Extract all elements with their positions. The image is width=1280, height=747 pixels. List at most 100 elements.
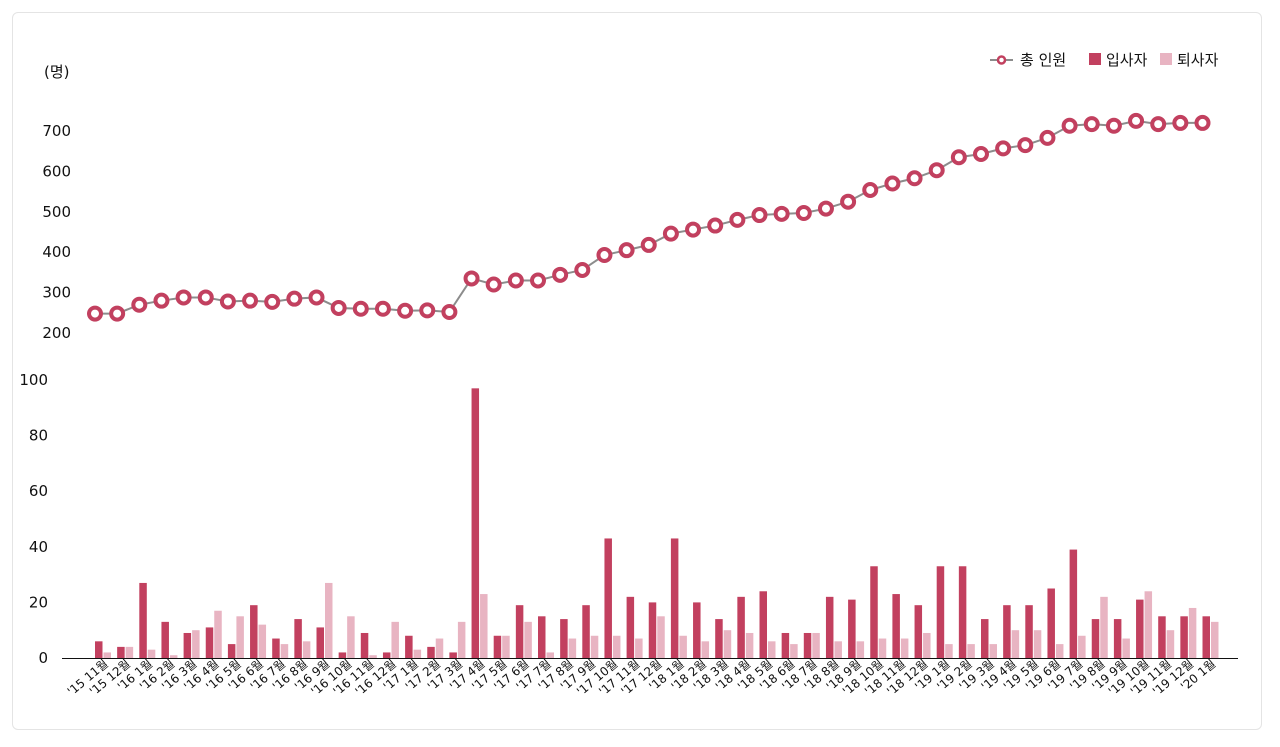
bar-leave — [945, 644, 953, 658]
bar-hire — [360, 632, 369, 658]
total-point — [1083, 116, 1100, 133]
legend: 총 인원 입사자 퇴사자 — [990, 51, 1219, 69]
bar-leave — [1011, 630, 1020, 658]
total-point — [950, 149, 967, 166]
bar-hire — [161, 621, 169, 658]
bar-hire — [382, 652, 391, 658]
bar-leave — [1122, 638, 1130, 658]
total-point — [1128, 112, 1145, 129]
bar-hire — [803, 632, 812, 658]
bar-leave — [745, 632, 754, 658]
bar-leave — [900, 638, 909, 658]
total-point — [862, 181, 879, 198]
bar-hire — [427, 646, 435, 658]
total-point — [928, 162, 945, 179]
bar-leave — [812, 632, 820, 658]
total-point — [374, 300, 391, 317]
total-point — [419, 302, 436, 319]
bar-hire — [648, 602, 657, 658]
bar-leave — [524, 621, 532, 658]
total-point — [662, 225, 679, 242]
bar-hire — [1113, 619, 1122, 658]
bar-hire — [1069, 549, 1078, 658]
legend-label-total: 총 인원 — [1020, 51, 1066, 69]
bar-leave — [878, 638, 887, 658]
total-point — [197, 289, 214, 306]
total-point — [1105, 117, 1122, 134]
total-point — [1061, 117, 1078, 134]
total-point — [773, 205, 790, 222]
bar-leave — [612, 635, 621, 658]
unit-label: (명) — [44, 63, 70, 81]
bar-hire — [604, 538, 612, 658]
bar-leave — [635, 638, 643, 658]
bar-hire — [825, 596, 834, 658]
lower-y-tick-label: 40 — [29, 538, 48, 556]
bar-leave — [1100, 596, 1108, 658]
bar-hire — [493, 635, 502, 658]
bar-leave — [347, 616, 355, 658]
total-point — [264, 293, 281, 310]
bar-hire — [737, 596, 745, 658]
bar-hire — [1180, 616, 1188, 658]
bar-leave — [103, 652, 111, 658]
total-point — [530, 272, 546, 289]
bar-hire — [250, 605, 258, 658]
total-point — [507, 272, 524, 289]
bar-leave — [790, 644, 798, 658]
total-point — [995, 140, 1012, 157]
total-point — [153, 292, 170, 309]
total-line — [95, 119, 1203, 315]
bar-hire — [781, 632, 790, 658]
bar-leave — [302, 641, 311, 658]
bar-leave — [280, 644, 289, 658]
upper-y-tick-label: 700 — [42, 122, 71, 140]
bar-leave — [834, 641, 842, 658]
total-point — [685, 221, 702, 238]
total-point — [397, 302, 414, 319]
bar-leave — [1078, 635, 1086, 658]
bar-leave — [723, 630, 732, 658]
bar-hire — [294, 619, 302, 658]
bar-hire — [870, 566, 878, 658]
total-point — [840, 193, 857, 210]
bar-hire — [1091, 619, 1100, 658]
bar-leave — [768, 641, 776, 658]
total-point — [751, 207, 768, 224]
legend-swatch-hire — [1089, 53, 1101, 65]
bar-leave — [502, 635, 510, 658]
bar-hire — [95, 641, 103, 658]
total-point — [906, 170, 923, 187]
total-point — [574, 261, 591, 278]
upper-y-tick-label: 400 — [42, 243, 71, 261]
bar-leave — [546, 652, 554, 658]
bar-hire — [981, 619, 989, 658]
bar-leave — [236, 616, 244, 658]
total-point — [1017, 137, 1034, 154]
bar-hire — [338, 652, 347, 658]
total-point — [175, 289, 192, 306]
total-point — [618, 242, 635, 259]
total-point — [1039, 129, 1056, 146]
bar-leave — [457, 621, 466, 658]
bar-hire — [958, 566, 967, 658]
total-point — [330, 299, 347, 316]
bar-hire — [759, 591, 767, 658]
bar-hire — [914, 605, 923, 658]
bar-leave — [480, 594, 488, 658]
bar-leave — [214, 610, 222, 658]
bar-hire — [626, 596, 635, 658]
bar-hire — [1047, 588, 1055, 658]
total-point — [973, 146, 989, 163]
total-point — [131, 296, 148, 313]
legend-label-hire: 입사자 — [1106, 51, 1148, 69]
bar-leave — [679, 635, 687, 658]
bar-leave — [325, 582, 333, 658]
total-point — [1150, 116, 1167, 133]
bar-leave — [1188, 607, 1197, 658]
lower-y-axis: 0 20 40 60 80 100 — [19, 371, 48, 667]
bar-hire — [848, 599, 856, 658]
bar-hire — [1202, 616, 1210, 658]
bar-hire — [227, 644, 236, 658]
bar-leave — [369, 655, 377, 658]
